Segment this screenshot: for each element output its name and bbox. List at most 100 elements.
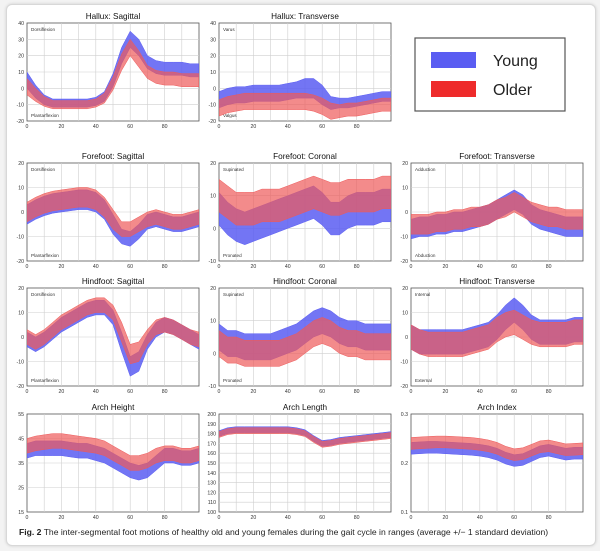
band-group [219,307,391,367]
annotation-bottom: Plantarflexion [31,113,59,118]
x-tick-label: 20 [251,264,257,270]
y-tick-label: 20 [18,54,24,60]
y-tick-label: 100 [207,510,216,516]
y-tick-label: 25 [18,486,24,492]
y-tick-label: 15 [18,510,24,516]
annotation-bottom: Pronated [223,378,242,383]
x-tick-label: 40 [93,264,99,270]
x-tick-label: 60 [511,515,517,521]
y-tick-label: -10 [209,384,217,390]
y-tick-label: 10 [18,186,24,192]
y-tick-label: 20 [402,286,408,292]
panel-title: Arch Height [92,403,136,412]
y-tick-label: 120 [207,490,216,496]
y-tick-label: 0 [21,210,24,216]
x-tick-label: 80 [162,264,168,270]
y-tick-label: 20 [18,286,24,292]
y-tick-label: 0 [213,226,216,232]
panel-title: Hindfoot: Coronal [273,277,337,286]
x-tick-label: 20 [251,389,257,395]
band-older [27,433,199,471]
y-tick-label: 55 [18,412,24,418]
x-tick-label: 0 [218,124,221,130]
caption-label: Fig. 2 [19,527,42,537]
y-tick-label: 160 [207,451,216,457]
annotation-top: Dorsiflexion [31,167,55,172]
y-tick-label: 20 [18,161,24,167]
band-group [27,30,199,110]
figure-caption: Fig. 2 The inter-segmental foot motions … [19,527,589,537]
y-tick-label: -10 [209,103,217,109]
band-older [27,38,199,110]
y-tick-label: 30 [18,37,24,43]
y-tick-label: 0.3 [401,412,408,418]
legend-swatch-older [431,81,476,97]
band-group [411,297,583,357]
y-tick-label: 10 [18,70,24,76]
annotation-bottom: Pronated [223,253,242,258]
band-older [219,92,391,120]
panel-title: Hindfoot: Sagittal [82,277,145,286]
figure-frame: -20 -10 0 10 20 30 40 0 20 40 60 80 Hallux: Sagittal… [6,4,596,546]
panel: -20 -10 0 10 20 0 20 40 60 80 Forefoot: Sagittal Do… [17,152,200,270]
x-tick-label: 0 [410,264,413,270]
legend-box [414,37,566,112]
annotation-bottom: Plantarflexion [31,253,59,258]
x-tick-label: 40 [93,124,99,130]
x-tick-label: 80 [354,264,360,270]
x-tick-label: 40 [477,264,483,270]
y-tick-label: 200 [207,412,216,418]
panel: -20 -10 0 10 20 0 20 40 60 80 Hindfoot: Sagittal Do… [17,277,200,395]
band-older [27,187,199,237]
x-tick-label: 80 [354,389,360,395]
x-tick-label: 60 [127,515,133,521]
panel: -20 -10 0 10 20 30 40 0 20 40 60 80 Hallux: Sagittal… [17,12,200,130]
band-older [27,297,199,365]
y-tick-label: -20 [401,384,409,390]
y-tick-label: -20 [17,384,25,390]
band-group [411,435,583,467]
x-tick-label: 20 [251,515,257,521]
y-tick-label: -10 [17,103,25,109]
panel: 0.1 0.2 0.3 0 20 40 60 80 Arch Index [401,403,584,521]
y-tick-label: 20 [210,161,216,167]
x-tick-label: 20 [59,264,65,270]
y-tick-label: 170 [207,441,216,447]
panel-title: Arch Length [283,403,328,412]
x-tick-label: 60 [511,389,517,395]
y-tick-label: 20 [402,161,408,167]
band-older [411,435,583,461]
x-tick-label: 40 [285,389,291,395]
y-tick-label: -10 [209,259,217,265]
y-tick-label: 20 [210,286,216,292]
y-tick-label: 20 [210,54,216,60]
panel-title: Arch Index [477,403,516,412]
y-tick-label: 10 [402,186,408,192]
panel: -20 -10 0 10 20 0 20 40 60 80 Hindfoot: Transverse… [401,277,584,395]
x-tick-label: 0 [410,515,413,521]
x-tick-label: 60 [511,264,517,270]
y-tick-label: 130 [207,481,216,487]
x-tick-label: 20 [443,389,449,395]
y-tick-label: 45 [18,437,24,443]
x-tick-label: 0 [218,389,221,395]
x-tick-label: 40 [93,515,99,521]
y-tick-label: 40 [210,21,216,27]
y-tick-label: 110 [208,500,216,506]
x-tick-label: 80 [546,515,552,521]
y-tick-label: 0 [405,210,408,216]
x-tick-label: 40 [285,515,291,521]
band-group [27,433,199,481]
y-tick-label: 0.2 [401,461,408,467]
y-tick-label: 0 [213,351,216,357]
x-tick-label: 20 [443,264,449,270]
annotation-top: Dorsiflexion [31,27,55,32]
y-tick-label: 35 [18,461,24,467]
x-tick-label: 0 [26,389,29,395]
y-tick-label: 0 [213,86,216,92]
x-tick-label: 80 [354,124,360,130]
y-tick-label: 140 [207,471,216,477]
panel: -20 -10 0 10 20 30 40 0 20 40 60 80 Hallux: Transver… [209,12,392,130]
band-group [27,187,199,247]
